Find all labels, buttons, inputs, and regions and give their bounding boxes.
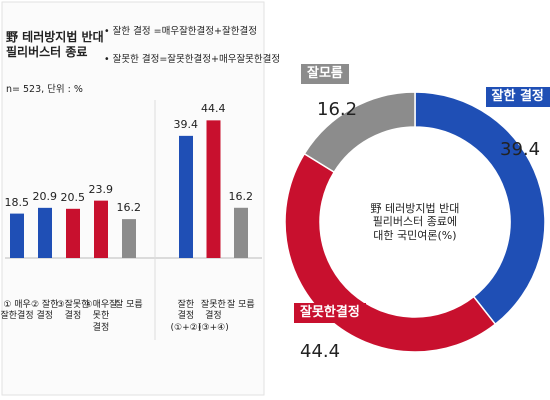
value-label: 39.4	[173, 117, 199, 131]
donut-title: 野 테러방지법 반대 필리버스터 종료에 대한 국민여론(%)	[370, 201, 460, 243]
bar	[38, 207, 52, 258]
value-label: 16.2	[317, 98, 358, 120]
x-tick-label: 잘못한 결정 (③+④)	[198, 300, 229, 333]
value-label: 44.4	[201, 102, 226, 116]
value-label: 20.5	[60, 190, 86, 204]
legend-label: 잘모름	[301, 64, 349, 85]
note: • 잘못한 결정=잘못한결정+매우잘못한결정	[104, 54, 281, 65]
bar	[234, 207, 248, 258]
value-label: 39.4	[500, 138, 541, 160]
bar	[122, 219, 136, 258]
donut-slice	[303, 91, 416, 174]
x-tick-label: 잘 모름	[227, 300, 255, 310]
bar	[206, 120, 221, 258]
value-label: 18.5	[4, 195, 30, 209]
x-tick-label: 잘한 결정 (①+②)	[170, 300, 202, 333]
value-label: 20.9	[32, 189, 58, 203]
bar	[66, 208, 80, 258]
value-label: 16.2	[116, 201, 142, 215]
legend-label: 잘못한결정	[294, 303, 366, 324]
value-label: 23.9	[88, 182, 114, 196]
donut-slice	[284, 152, 497, 353]
bar	[179, 135, 193, 258]
x-tick-label: 잘 모름	[115, 300, 143, 310]
value-label: 44.4	[300, 340, 341, 362]
x-tick-label: ② 잘한 결정	[31, 300, 59, 322]
title: 野 테러방지법 반대 필리버스터 종료	[6, 30, 104, 59]
legend-label: 잘한 결정	[485, 86, 550, 107]
bar	[94, 200, 108, 258]
value-label: 16.2	[228, 189, 254, 203]
note: • 잘한 결정 =매우잘한결정+잘한결정	[104, 26, 257, 37]
donut-slice	[414, 91, 546, 326]
bar	[10, 213, 24, 258]
x-tick-label: ① 매우 잘한결정	[0, 300, 34, 322]
x-tick-label: ④매우잘 못한 결정	[84, 300, 118, 333]
x-tick-label: ③잘못한 결정	[56, 300, 90, 322]
sample-note: n= 523, 단위 : %	[6, 84, 83, 95]
